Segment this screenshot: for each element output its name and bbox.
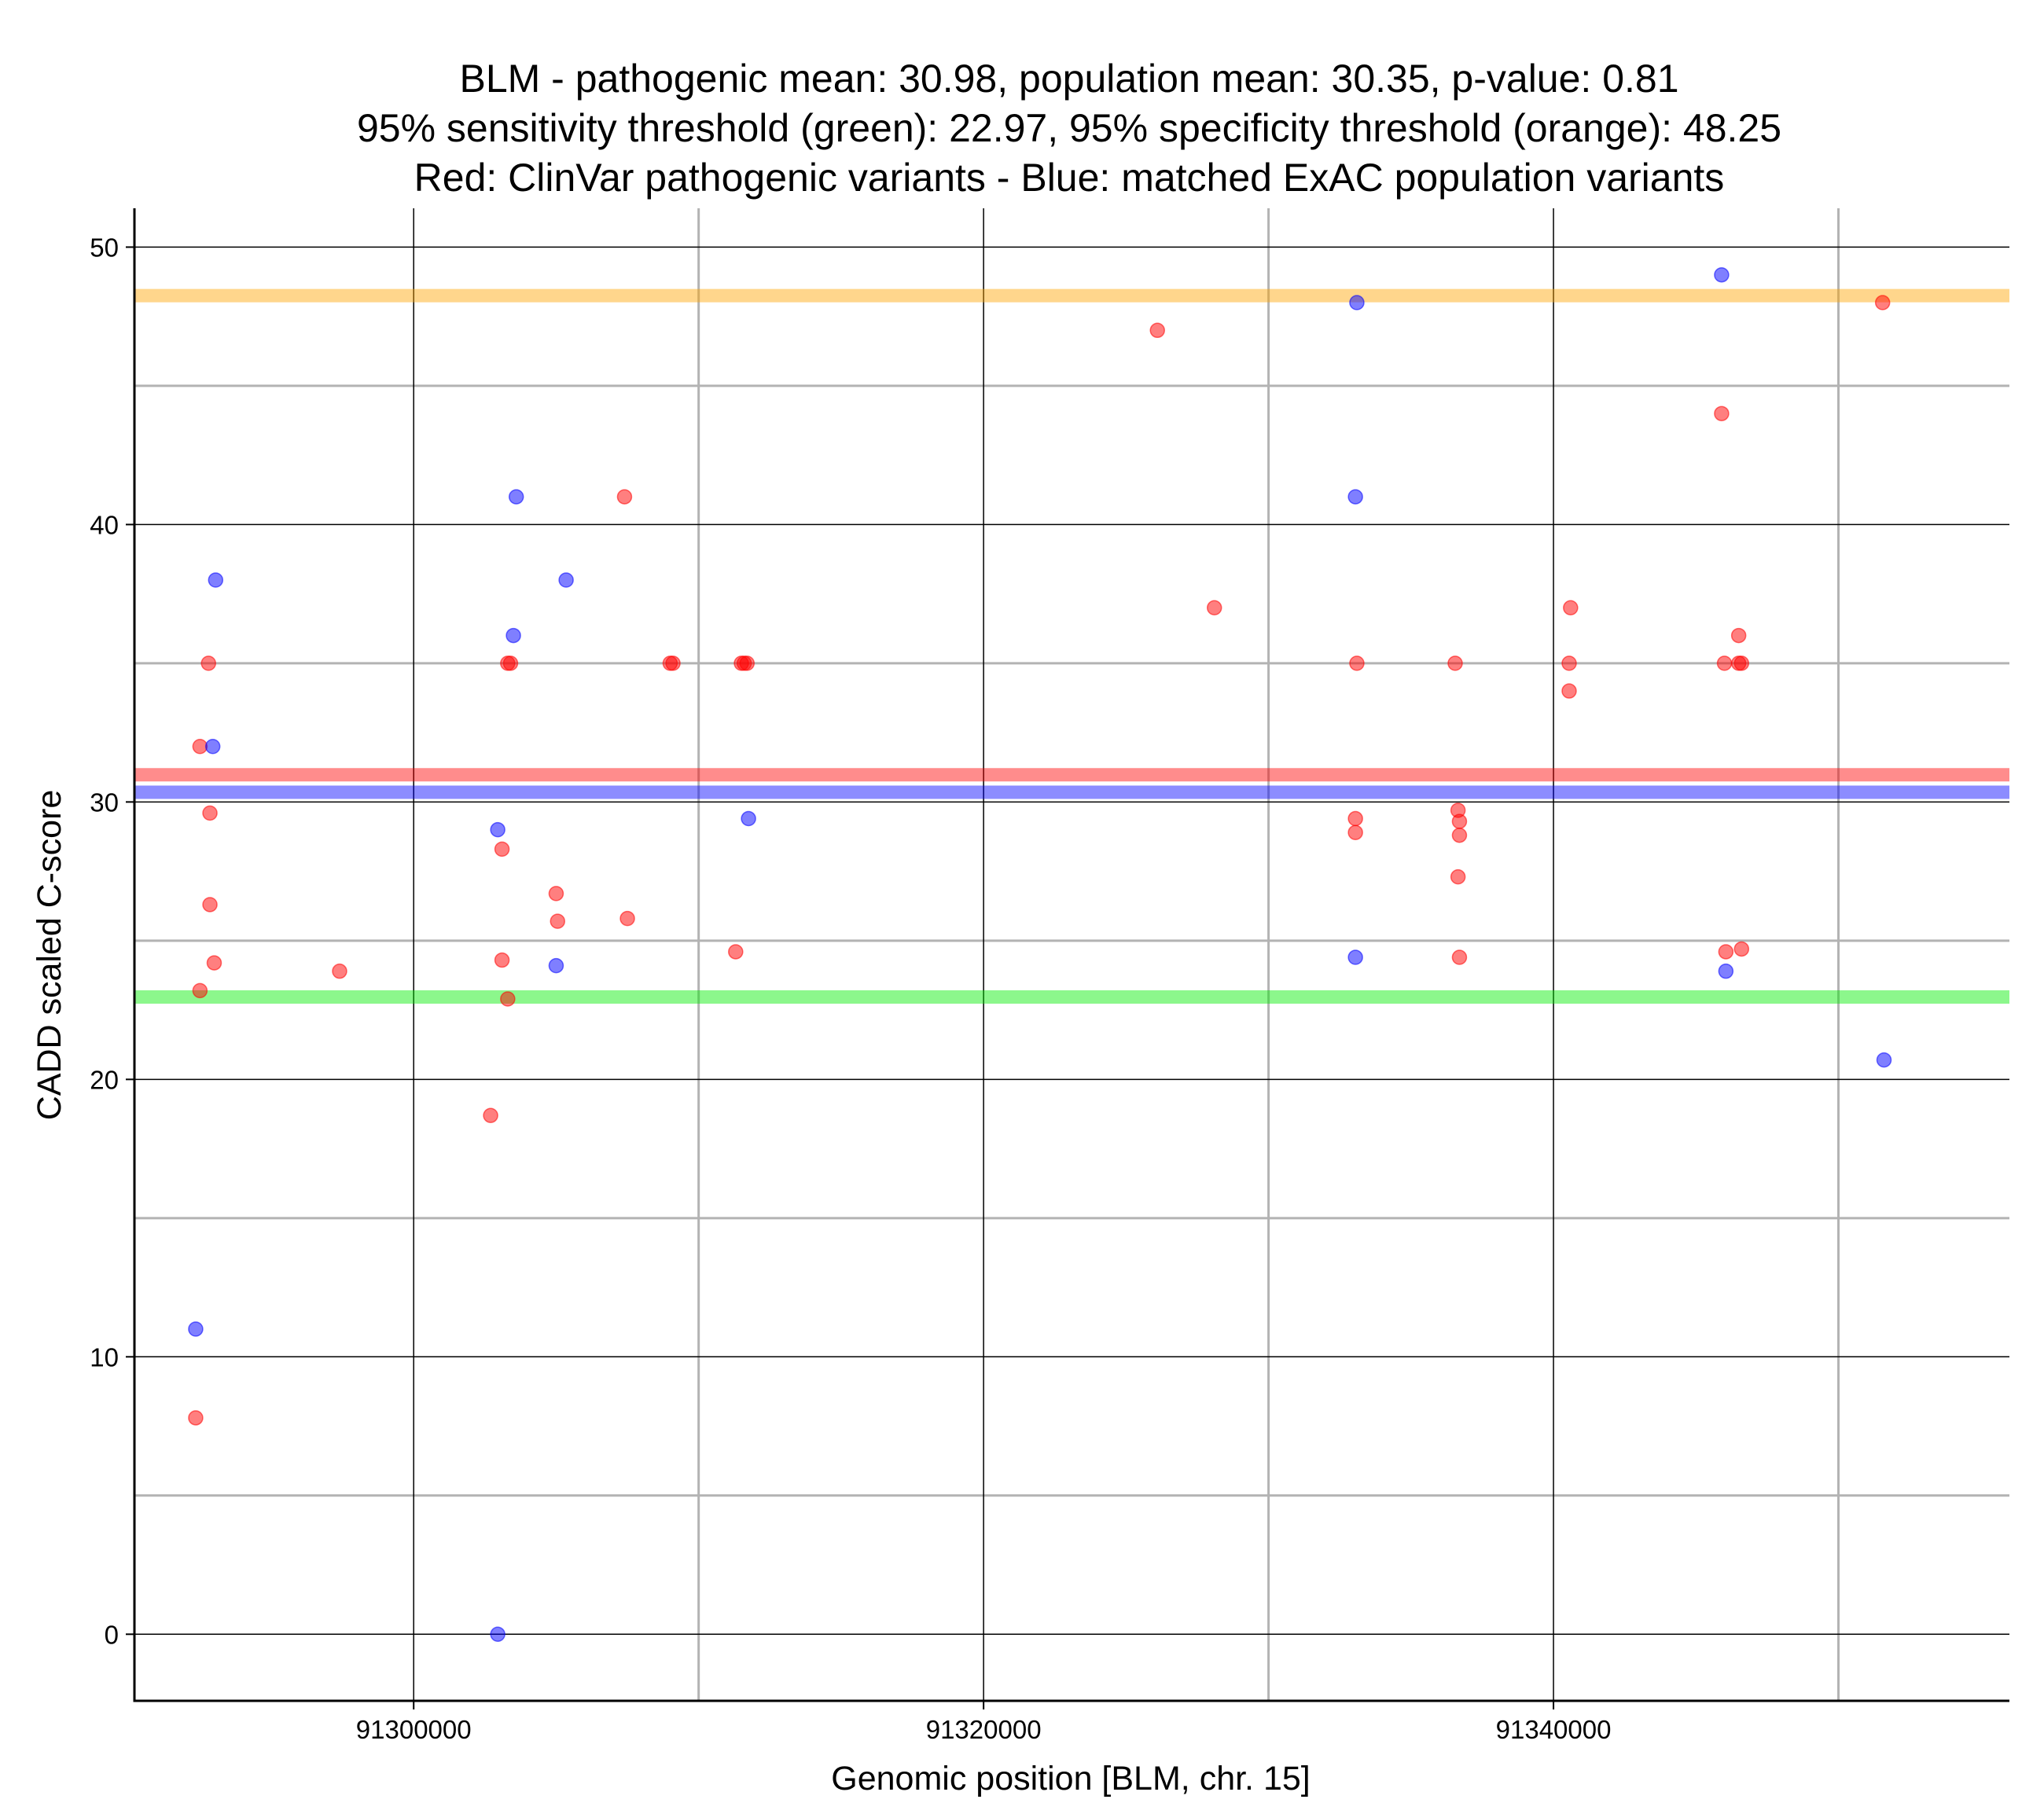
x-tick-label: 91340000 [1496,1715,1612,1744]
pathogenic-point [1451,813,1468,829]
population-point [204,739,221,755]
population-point [1714,266,1730,283]
major-gridlines [134,208,2009,1701]
y-tick-label: 40 [90,510,119,539]
y-tick-label: 30 [90,788,119,817]
pathogenic-point [1563,600,1579,616]
population-point [741,810,756,827]
x-tick-label: 91300000 [356,1715,472,1744]
population-point [1876,1052,1892,1068]
pathogenic-point [548,886,564,901]
population-point [1347,949,1363,965]
population-point [1347,489,1363,505]
pathogenic-point [616,489,633,505]
pathogenic-point [200,655,216,671]
pathogenic-point [1447,655,1463,671]
population-point [548,957,564,974]
pathogenic-point [502,655,519,671]
population-point [490,1626,505,1643]
pathogenic-point [192,982,208,999]
pathogenic-point [332,963,347,979]
chart-title: BLM - pathogenic mean: 30.98, population… [357,57,1781,200]
threshold-lines [134,288,2009,1004]
pathogenic-point [188,1410,204,1426]
minor-gridlines [134,208,2009,1701]
pathogenic-point [202,897,218,913]
population-point [508,489,524,505]
pathogenic-point [1206,600,1222,616]
pathogenic-point [1561,655,1577,671]
pathogenic-point [202,805,218,821]
pathogenic-point [494,841,510,857]
pathogenic-point [619,910,635,927]
chart-title-line-1: BLM - pathogenic mean: 30.98, population… [459,57,1678,101]
pathogenic-point [1733,655,1750,671]
data-points [188,266,1892,1643]
axes [133,208,2009,1702]
pathogenic-point [1874,295,1891,310]
population-point [208,572,224,588]
y-tick-label: 50 [90,233,119,262]
pathogenic-point [1561,683,1577,699]
population-point [505,627,521,644]
pathogenic-point [483,1107,498,1123]
chart-title-line-3: Red: ClinVar pathogenic variants - Blue:… [414,156,1725,200]
y-tick-label: 20 [90,1065,119,1094]
pathogenic-point [1451,827,1468,843]
pathogenic-point [1450,868,1466,885]
population-point [558,572,574,588]
population-point [1349,295,1365,310]
pathogenic-point [1718,944,1734,960]
y-axis-ticks: 0 10 20 30 40 50 [90,233,134,1649]
pathogenic-point [550,913,566,929]
population-point [188,1321,204,1337]
pathogenic-point [1733,941,1750,957]
x-tick-label: 91320000 [926,1715,1042,1744]
pathogenic-point [1730,627,1747,644]
pathogenic-point [665,655,681,671]
pathogenic-point [1451,949,1468,965]
population-point [1718,963,1734,979]
y-tick-label: 10 [90,1342,119,1372]
pathogenic-point [206,955,222,971]
pathogenic-point [1347,824,1363,840]
pathogenic-point [1714,406,1730,421]
pathogenic-point [1716,655,1733,671]
pathogenic-point [1149,322,1165,339]
y-tick-label: 0 [105,1620,119,1649]
chart-title-line-2: 95% sensitivity threshold (green): 22.97… [357,106,1781,150]
pathogenic-point [192,739,208,755]
x-axis-title: Genomic position [BLM, chr. 15] [831,1760,1310,1797]
pathogenic-point [1347,810,1363,827]
pathogenic-point [494,952,510,968]
y-axis-title: CADD scaled C-score [31,790,68,1121]
pathogenic-point [728,944,744,960]
pathogenic-point [1349,655,1365,671]
pathogenic-point [500,991,516,1007]
pathogenic-point [739,655,755,671]
population-point [490,821,505,838]
x-axis-ticks: 91300000 91320000 91340000 [356,1701,1612,1744]
